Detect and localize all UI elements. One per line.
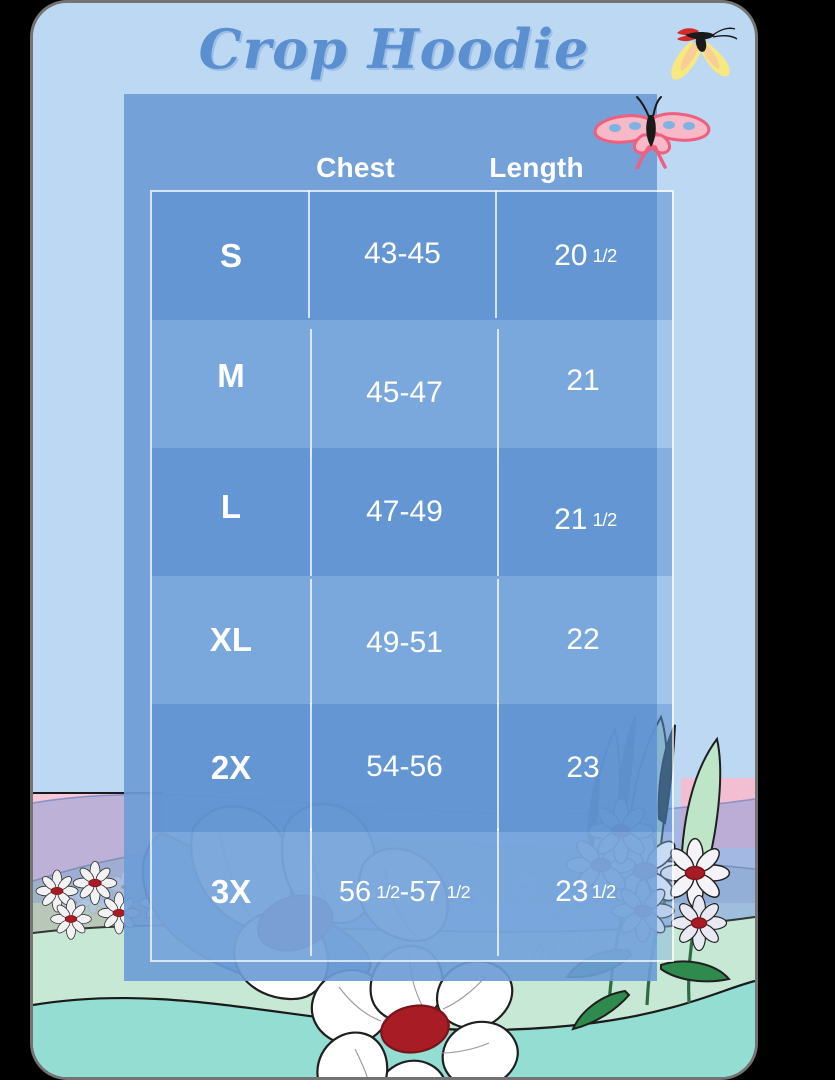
size-chart-table: S 43-45 20 1/2 M 45-47 21 L 47-49 bbox=[150, 190, 674, 962]
cell-length: 23 bbox=[499, 704, 672, 832]
table-row: 3X 56 1/2 -57 1/2 23 1/2 bbox=[152, 828, 672, 960]
cell-chest: 56 1/2 -57 1/2 bbox=[310, 828, 499, 956]
cell-size: L bbox=[220, 488, 242, 525]
cell-length-value: 21 bbox=[554, 503, 588, 536]
cell-chest: 54-56 bbox=[310, 703, 499, 831]
cell-length: 23 1/2 bbox=[499, 828, 672, 956]
cell-length-value: 21 bbox=[566, 364, 600, 397]
butterfly-icon bbox=[593, 95, 711, 171]
table-row: M 45-47 21 bbox=[152, 317, 672, 457]
column-header-length: Length bbox=[489, 152, 584, 183]
page-title: Crop Hoodie bbox=[198, 17, 590, 81]
cell-chest: 43-45 bbox=[308, 190, 497, 318]
cell-length-value: 20 bbox=[554, 239, 588, 272]
cell-chest-mid: -57 bbox=[399, 875, 442, 908]
table-column-headers: Chest Length bbox=[124, 149, 657, 191]
table-row: XL 49-51 22 bbox=[152, 576, 672, 707]
cell-length-value: 22 bbox=[566, 623, 600, 656]
cell-length-fraction: 1/2 bbox=[591, 881, 617, 902]
table-row: 2X 54-56 23 bbox=[152, 703, 672, 832]
cell-size: XL bbox=[209, 621, 253, 658]
cell-chest-fraction: 1/2 bbox=[376, 881, 400, 902]
column-header-chest: Chest bbox=[316, 152, 395, 183]
cell-size: 2X bbox=[210, 749, 252, 786]
cell-chest-value: 56 bbox=[338, 875, 372, 908]
cell-chest-fraction-2: 1/2 bbox=[446, 881, 471, 902]
cell-chest: 47-49 bbox=[310, 448, 499, 576]
cell-length: 21 bbox=[499, 317, 672, 445]
table-row: L 47-49 21 1/2 bbox=[152, 448, 672, 576]
column-header-size bbox=[124, 149, 262, 191]
cell-length-value: 23 bbox=[555, 875, 589, 908]
cell-length-value: 23 bbox=[566, 751, 600, 784]
cell-length-fraction: 1/2 bbox=[592, 509, 618, 530]
cell-chest: 49-51 bbox=[310, 579, 499, 707]
cell-chest: 45-47 bbox=[310, 329, 499, 457]
cell-length-fraction: 1/2 bbox=[592, 245, 618, 266]
cell-length: 20 1/2 bbox=[499, 192, 672, 320]
cell-length: 22 bbox=[499, 576, 672, 704]
moth-icon bbox=[661, 21, 745, 83]
cell-length: 21 1/2 bbox=[499, 456, 672, 584]
table-row: S 43-45 20 1/2 bbox=[152, 190, 672, 320]
cell-size: M bbox=[217, 357, 245, 394]
cell-size: 3X bbox=[210, 873, 252, 910]
cell-size: S bbox=[219, 237, 242, 274]
size-chart-card: Crop Hoodie Chest Length S 43-45 20 1/2 … bbox=[33, 3, 755, 1077]
